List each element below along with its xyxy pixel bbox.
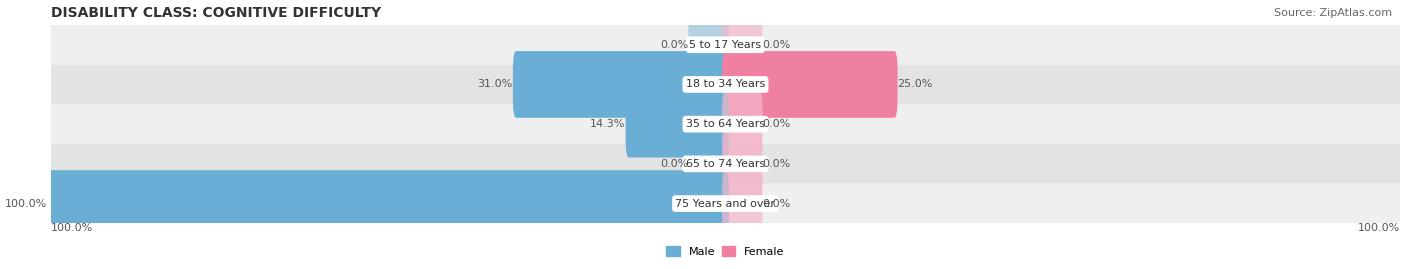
Text: 65 to 74 Years: 65 to 74 Years (686, 159, 765, 169)
FancyBboxPatch shape (51, 65, 1400, 104)
Text: 100.0%: 100.0% (4, 199, 48, 208)
FancyBboxPatch shape (723, 130, 762, 197)
FancyBboxPatch shape (723, 11, 762, 78)
Text: 0.0%: 0.0% (762, 159, 790, 169)
FancyBboxPatch shape (51, 184, 1400, 224)
FancyBboxPatch shape (723, 170, 762, 237)
Text: 5 to 17 Years: 5 to 17 Years (689, 40, 762, 50)
FancyBboxPatch shape (51, 104, 1400, 144)
Text: 31.0%: 31.0% (478, 79, 513, 90)
FancyBboxPatch shape (513, 51, 728, 118)
Text: DISABILITY CLASS: COGNITIVE DIFFICULTY: DISABILITY CLASS: COGNITIVE DIFFICULTY (51, 6, 381, 20)
Text: 100.0%: 100.0% (1358, 224, 1400, 233)
FancyBboxPatch shape (51, 25, 1400, 65)
FancyBboxPatch shape (51, 144, 1400, 184)
Text: 18 to 34 Years: 18 to 34 Years (686, 79, 765, 90)
Text: 0.0%: 0.0% (762, 199, 790, 208)
FancyBboxPatch shape (689, 130, 728, 197)
Text: 0.0%: 0.0% (659, 40, 689, 50)
Text: Source: ZipAtlas.com: Source: ZipAtlas.com (1274, 8, 1392, 18)
Text: 25.0%: 25.0% (897, 79, 934, 90)
FancyBboxPatch shape (723, 91, 762, 158)
Text: 75 Years and over: 75 Years and over (675, 199, 776, 208)
Text: 0.0%: 0.0% (762, 40, 790, 50)
Legend: Male, Female: Male, Female (662, 242, 789, 261)
FancyBboxPatch shape (48, 170, 728, 237)
Text: 35 to 64 Years: 35 to 64 Years (686, 119, 765, 129)
FancyBboxPatch shape (723, 51, 897, 118)
Text: 0.0%: 0.0% (659, 159, 689, 169)
Text: 0.0%: 0.0% (762, 119, 790, 129)
Text: 14.3%: 14.3% (591, 119, 626, 129)
FancyBboxPatch shape (626, 91, 728, 158)
FancyBboxPatch shape (689, 11, 728, 78)
Text: 100.0%: 100.0% (51, 224, 93, 233)
